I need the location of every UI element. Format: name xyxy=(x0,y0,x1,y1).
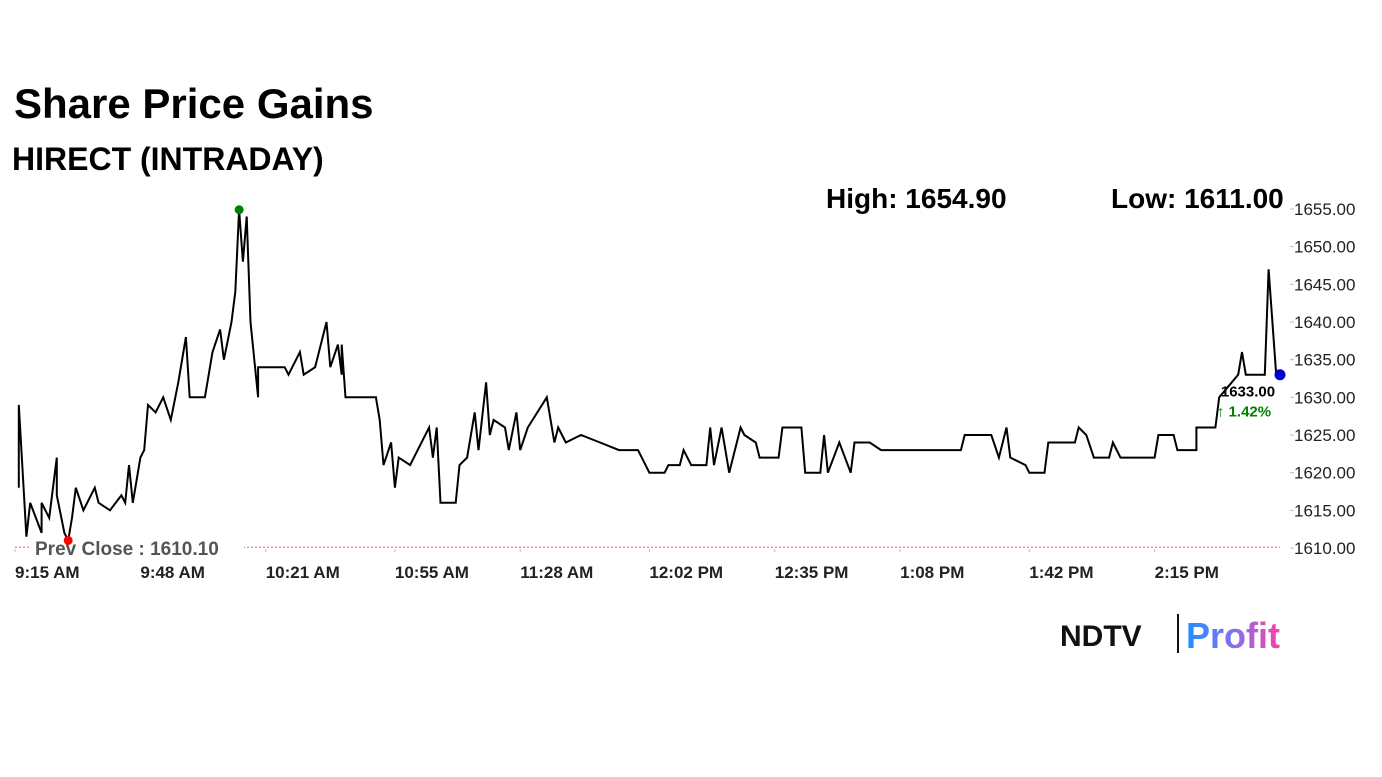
logo-product: Profit xyxy=(1186,615,1280,656)
y-tick-label: 1620.00 xyxy=(1294,464,1355,483)
y-tick-label: 1645.00 xyxy=(1294,275,1355,294)
last-change-label: ↑ 1.42% xyxy=(1217,404,1271,421)
logo: NDTV Profit xyxy=(1060,614,1280,656)
y-tick-label: 1650.00 xyxy=(1294,238,1355,257)
logo-brand: NDTV xyxy=(1060,620,1142,653)
x-tick-label: 12:02 PM xyxy=(649,563,723,582)
x-tick-label: 2:15 PM xyxy=(1155,563,1219,582)
high-marker xyxy=(234,205,244,215)
x-tick-label: 10:55 AM xyxy=(395,563,469,582)
price-line xyxy=(17,209,1280,544)
x-tick-label: 9:48 AM xyxy=(140,563,205,582)
x-tick-label: 11:28 AM xyxy=(520,563,593,582)
last-value-label: 1633.00 xyxy=(1221,384,1275,401)
x-tick-label: 9:15 AM xyxy=(15,563,80,582)
y-tick-label: 1625.00 xyxy=(1294,426,1355,445)
x-tick-label: 12:35 PM xyxy=(775,563,849,582)
prev-close-label: Prev Close : 1610.10 xyxy=(35,539,219,560)
chart-subtitle: HIRECT (INTRADAY) xyxy=(12,141,324,177)
high-label: High: 1654.90 xyxy=(826,183,1007,214)
chart-title: Share Price Gains xyxy=(14,80,374,127)
x-tick-label: 10:21 AM xyxy=(266,563,340,582)
x-tick-label: 1:08 PM xyxy=(900,563,964,582)
last-marker xyxy=(1274,369,1286,381)
y-tick-label: 1635.00 xyxy=(1294,351,1355,370)
low-marker xyxy=(63,535,73,545)
y-tick-label: 1615.00 xyxy=(1294,501,1355,520)
y-tick-label: 1630.00 xyxy=(1294,388,1355,407)
y-tick-label: 1655.00 xyxy=(1294,200,1355,219)
x-tick-label: 1:42 PM xyxy=(1029,563,1093,582)
low-label: Low: 1611.00 xyxy=(1111,183,1284,214)
y-tick-label: 1610.00 xyxy=(1294,539,1355,558)
y-tick-label: 1640.00 xyxy=(1294,313,1355,332)
prev-close-bg xyxy=(30,537,244,558)
